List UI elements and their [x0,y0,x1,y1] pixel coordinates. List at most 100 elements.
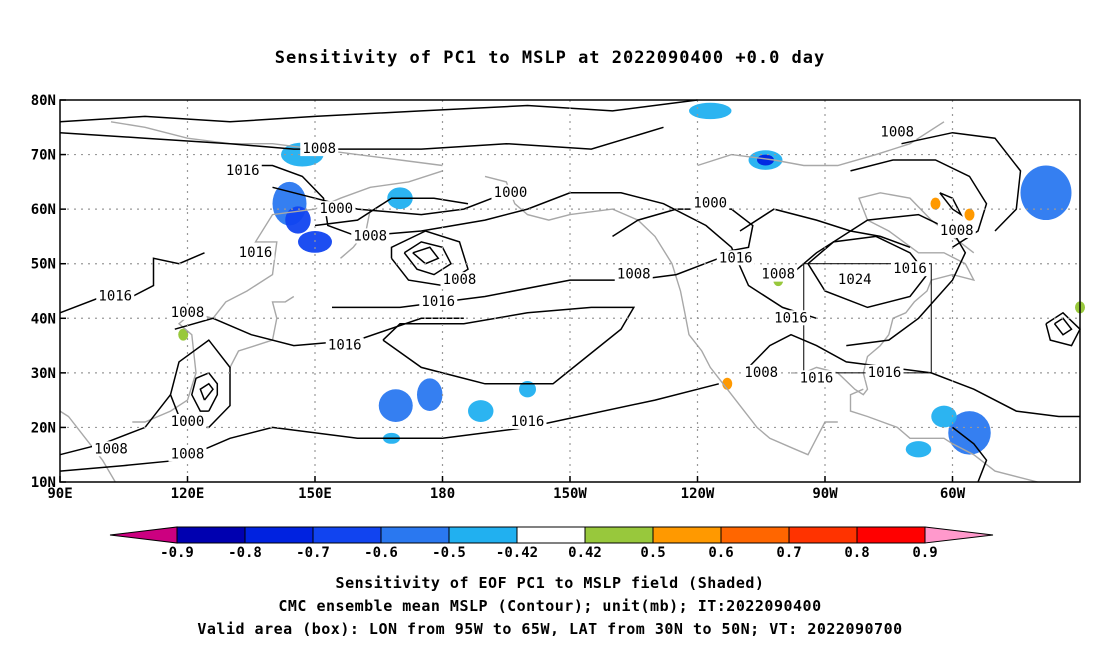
colorbar-high-arrow [924,526,994,544]
caption-line-1: Sensitivity of EOF PC1 to MSLP field (Sh… [335,574,765,592]
colorbar-label: 0.5 [640,545,665,561]
colorbar-label: 0.9 [912,545,937,561]
shade-blob [689,102,732,120]
mslp-contour [314,197,469,227]
contour-label: 1000 [319,201,353,217]
caption-line-2: CMC ensemble mean MSLP (Contour); unit(m… [278,597,822,615]
lat-tick-label: 30N [31,366,56,382]
contour-label: 1008 [94,441,128,457]
contour-label-bg [440,272,479,288]
mslp-contour [612,208,754,254]
contour-label-bg [835,272,874,288]
shade-blob [964,208,975,221]
mslp-contour [199,382,214,401]
colorbar-segment [312,526,382,544]
colorbar-label: 0.42 [568,545,602,561]
sensitivity-shading [178,102,1085,458]
mslp-contour [59,394,172,456]
coastline [229,295,295,368]
contour-label-bg [92,441,130,457]
shade-blob [757,154,774,166]
colorbar-label: 0.6 [708,545,733,561]
colorbar-segment [652,526,722,544]
mslp-contour [739,208,911,249]
shade-blob [1020,165,1072,221]
contour-label: 1016 [719,250,753,266]
lat-tick-label: 20N [31,420,56,436]
mslp-contour [59,252,205,314]
contour-label-bg [236,244,275,260]
colorbar-segment [244,526,314,544]
contour-label: 1008 [171,447,205,463]
coastline [791,192,976,396]
shade-blob [378,389,413,422]
contour-label-bg [168,304,207,320]
contour-label-bg [772,310,810,326]
contour-label: 1016 [421,294,455,310]
contour-label-bg [878,124,917,140]
colorbar-label: -0.5 [432,545,466,561]
contour-label-bg [317,201,356,217]
lon-tick-label: 180 [430,486,455,502]
colorbar-label: -0.6 [364,545,398,561]
mslp-contour [332,252,741,309]
colorbar-segment [856,526,926,544]
shade-blob [905,441,932,458]
lat-tick-label: 60N [31,202,56,218]
mslp-contour [191,371,219,412]
mslp-contour [1053,317,1073,336]
colorbar-label: -0.7 [296,545,330,561]
colorbar-segment [584,526,654,544]
lon-tick-label: 90E [47,486,72,502]
mslp-contour [412,246,440,265]
lat-tick-label: 50N [31,257,56,273]
lat-tick-label: 70N [31,148,56,164]
coastline [132,170,443,423]
contour-label-bg [937,222,976,238]
mslp-contour [939,192,963,217]
lon-tick-label: 60W [940,486,966,502]
colorbar-label: -0.8 [228,545,262,561]
mslp-contour [390,230,469,287]
mslp-contour [1045,311,1081,347]
colorbar-label: 0.8 [844,545,869,561]
gridlines [60,100,1080,482]
mslp-contour [790,213,967,347]
contour-label-bg [419,293,458,309]
contour-label-bg [797,370,836,386]
mslp-contour [59,383,719,472]
contour-label: 1008 [940,223,974,239]
lat-tick-label: 10N [31,475,56,491]
contour-label-bg [691,195,730,211]
colorbar-segment [380,526,450,544]
shade-blob [285,206,311,234]
lat-tick-label: 80N [31,93,56,109]
contour-label-bg [351,228,390,244]
contour-label: 1016 [226,163,260,179]
contour-label: 1008 [171,305,205,321]
mslp-contour [169,339,231,429]
contour-label: 1016 [774,310,808,326]
contour-label: 1016 [800,370,834,386]
contour-label-bg [325,337,364,353]
contour-label: 1008 [617,267,651,283]
contour-label-bg [508,413,547,429]
colorbar-segment [516,526,586,544]
coastline [110,121,443,167]
shade-blob [519,381,536,398]
coastline [484,175,838,456]
colorbar-segment [448,526,518,544]
colorbar-label: -0.9 [160,545,194,561]
contour-label-bg [223,162,262,178]
colorbar-segment [788,526,858,544]
shade-blob [468,400,494,422]
contour-label: 1016 [239,245,273,261]
contour-label: 1024 [838,272,872,288]
mslp-contour [901,131,1022,232]
colorbar-label: 0.7 [776,545,801,561]
coastline [697,121,945,167]
mslp-contour [59,126,664,150]
shade-blob [178,328,189,341]
